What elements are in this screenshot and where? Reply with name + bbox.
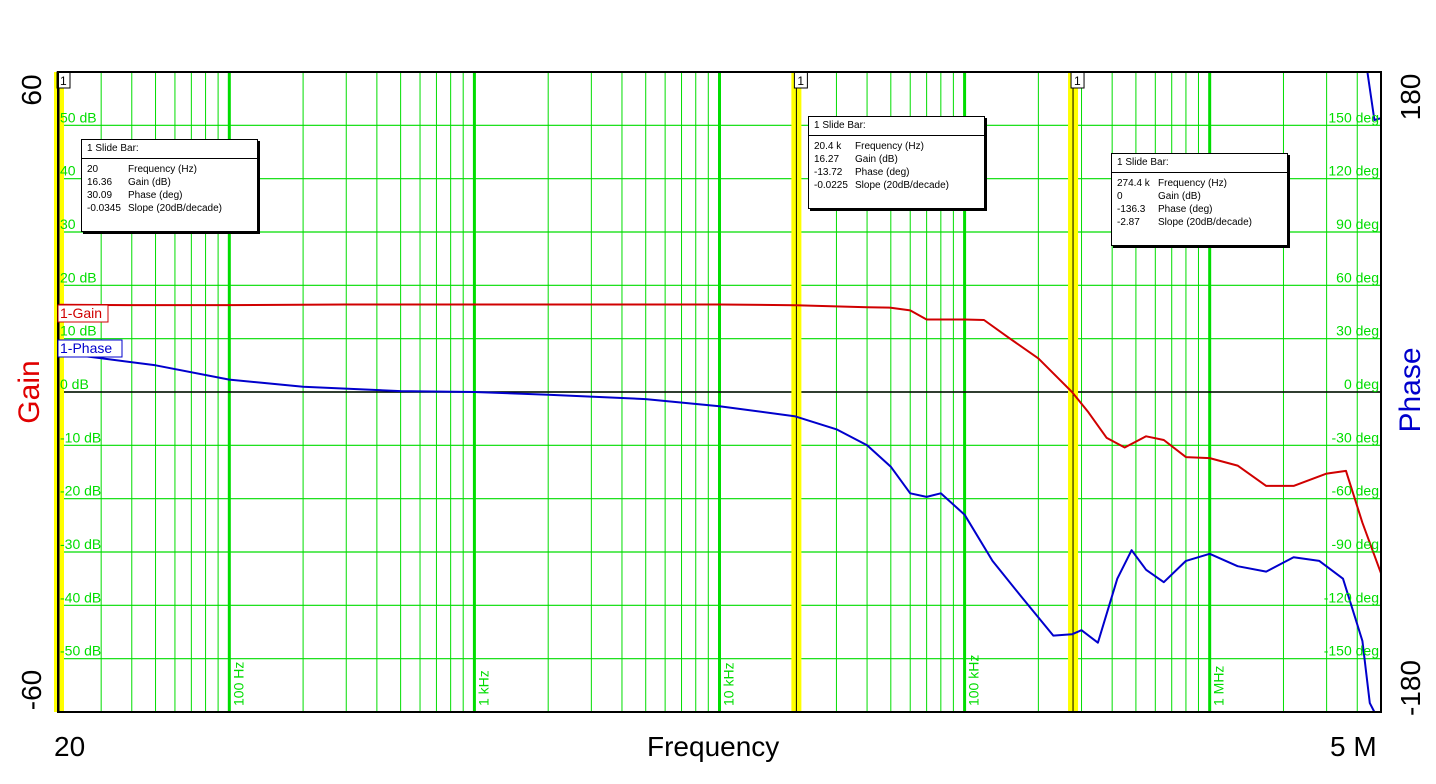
- readout-row: 20 Frequency (Hz): [82, 163, 257, 176]
- readout-title: 1 Slide Bar:: [809, 117, 984, 136]
- legend-label: 1-Phase: [60, 340, 112, 356]
- readout-label: Phase (deg): [1158, 204, 1213, 215]
- phase-tick-label: 0 deg: [1344, 376, 1379, 392]
- readout-label: Gain (dB): [128, 177, 171, 188]
- slide-bar-readout: 1 Slide Bar: 274.4 k Frequency (Hz) 0 Gain (…: [1111, 153, 1288, 246]
- legend-box: [57, 304, 109, 323]
- phase-tick-label: -150 deg: [1324, 643, 1379, 659]
- legend-box: [57, 339, 123, 358]
- readout-row: 0 Gain (dB): [1112, 190, 1287, 203]
- gain-tick-label: -50 dB: [60, 643, 101, 659]
- readout-label: Phase (deg): [855, 167, 910, 178]
- gain-tick-label: 10 dB: [60, 323, 97, 339]
- phase-tick-label: 150 deg: [1328, 109, 1379, 125]
- phase-tick-label: 90 deg: [1336, 216, 1379, 232]
- cursor-tag: 1: [60, 74, 67, 88]
- readout-value: 16.27: [814, 154, 840, 165]
- series-line: [1366, 71, 1382, 121]
- x-range-max-label: 5 M: [1330, 731, 1377, 762]
- legend-label: 1-Gain: [60, 305, 102, 321]
- readout-value: 20.4 k: [814, 141, 842, 152]
- phase-range-min: -180: [1395, 660, 1426, 716]
- readout-value: 30.09: [87, 190, 113, 201]
- phase-tick-label: -60 deg: [1332, 483, 1379, 499]
- readout-value: -0.0345: [87, 203, 121, 214]
- slide-bar-readout: 1 Slide Bar: 20.4 k Frequency (Hz) 16.27 Gai…: [808, 116, 985, 209]
- readout-label: Frequency (Hz): [855, 141, 924, 152]
- gain-tick-label: 0 dB: [60, 376, 89, 392]
- freq-tick-label: 100 kHz: [966, 655, 982, 706]
- readout-row: 20.4 k Frequency (Hz): [809, 140, 984, 153]
- series-line: [57, 351, 1376, 713]
- freq-tick-label: 10 kHz: [721, 662, 737, 706]
- readout-label: Gain (dB): [1158, 191, 1201, 202]
- cursor-tag: 1: [1074, 74, 1081, 88]
- readout-title: 1 Slide Bar:: [1112, 154, 1287, 173]
- readout-label: Phase (deg): [128, 190, 183, 201]
- phase-range-max: 180: [1395, 74, 1426, 121]
- freq-tick-label: 1 kHz: [475, 670, 491, 706]
- readout-label: Slope (20dB/decade): [128, 203, 222, 214]
- plot-frame: [57, 71, 1382, 713]
- readout-value: -136.3: [1117, 204, 1146, 215]
- readout-row: -0.0345 Slope (20dB/decade): [82, 202, 257, 215]
- x-axis-title: Frequency: [647, 731, 780, 762]
- phase-axis-title: Phase: [1394, 347, 1427, 432]
- phase-tick-label: -30 deg: [1332, 429, 1379, 445]
- readout-row: 30.09 Phase (deg): [82, 189, 257, 202]
- readout-value: -13.72: [814, 167, 843, 178]
- readout-row: -0.0225 Slope (20dB/decade): [809, 179, 984, 192]
- readout-value: -0.0225: [814, 180, 848, 191]
- readout-row: -2.87 Slope (20dB/decade): [1112, 216, 1287, 229]
- gain-tick-label: 20 dB: [60, 269, 97, 285]
- gain-range-max: 60: [16, 74, 47, 105]
- readout-row: 16.27 Gain (dB): [809, 153, 984, 166]
- freq-tick-label: 100 Hz: [230, 662, 246, 706]
- readout-row: 274.4 k Frequency (Hz): [1112, 177, 1287, 190]
- readout-label: Slope (20dB/decade): [855, 180, 949, 191]
- readout-label: Frequency (Hz): [128, 164, 197, 175]
- phase-tick-label: -90 deg: [1332, 536, 1379, 552]
- phase-tick-label: 30 deg: [1336, 323, 1379, 339]
- phase-tick-label: -120 deg: [1324, 589, 1379, 605]
- readout-row: -136.3 Phase (deg): [1112, 203, 1287, 216]
- gain-range-min: -60: [16, 670, 47, 710]
- gain-tick-label: 50 dB: [60, 109, 97, 125]
- readout-label: Gain (dB): [855, 154, 898, 165]
- readout-value: 0: [1117, 191, 1123, 202]
- readout-title: 1 Slide Bar:: [82, 140, 257, 159]
- gain-tick-label: -30 dB: [60, 536, 101, 552]
- readout-value: 274.4 k: [1117, 178, 1150, 189]
- slide-bar-readout: 1 Slide Bar: 20 Frequency (Hz) 16.36 Gain (d…: [81, 139, 258, 232]
- gain-axis-title: Gain: [13, 360, 46, 423]
- readout-row: -13.72 Phase (deg): [809, 166, 984, 179]
- readout-label: Frequency (Hz): [1158, 178, 1227, 189]
- gain-tick-label: 30: [60, 216, 76, 232]
- readout-label: Slope (20dB/decade): [1158, 217, 1252, 228]
- freq-tick-label: 1 MHz: [1211, 666, 1227, 706]
- gain-tick-label: 40: [60, 163, 76, 179]
- x-range-min-label: 20: [54, 731, 86, 762]
- phase-tick-label: 120 deg: [1328, 163, 1379, 179]
- readout-value: -2.87: [1117, 217, 1140, 228]
- readout-value: 16.36: [87, 177, 113, 188]
- series-line: [57, 303, 1382, 574]
- phase-tick-label: 60 deg: [1336, 269, 1379, 285]
- gain-tick-label: -20 dB: [60, 483, 101, 499]
- readout-value: 20: [87, 164, 99, 175]
- readout-row: 16.36 Gain (dB): [82, 176, 257, 189]
- cursor-tag: 1: [797, 74, 804, 88]
- gain-tick-label: -10 dB: [60, 429, 101, 445]
- gain-tick-label: -40 dB: [60, 589, 101, 605]
